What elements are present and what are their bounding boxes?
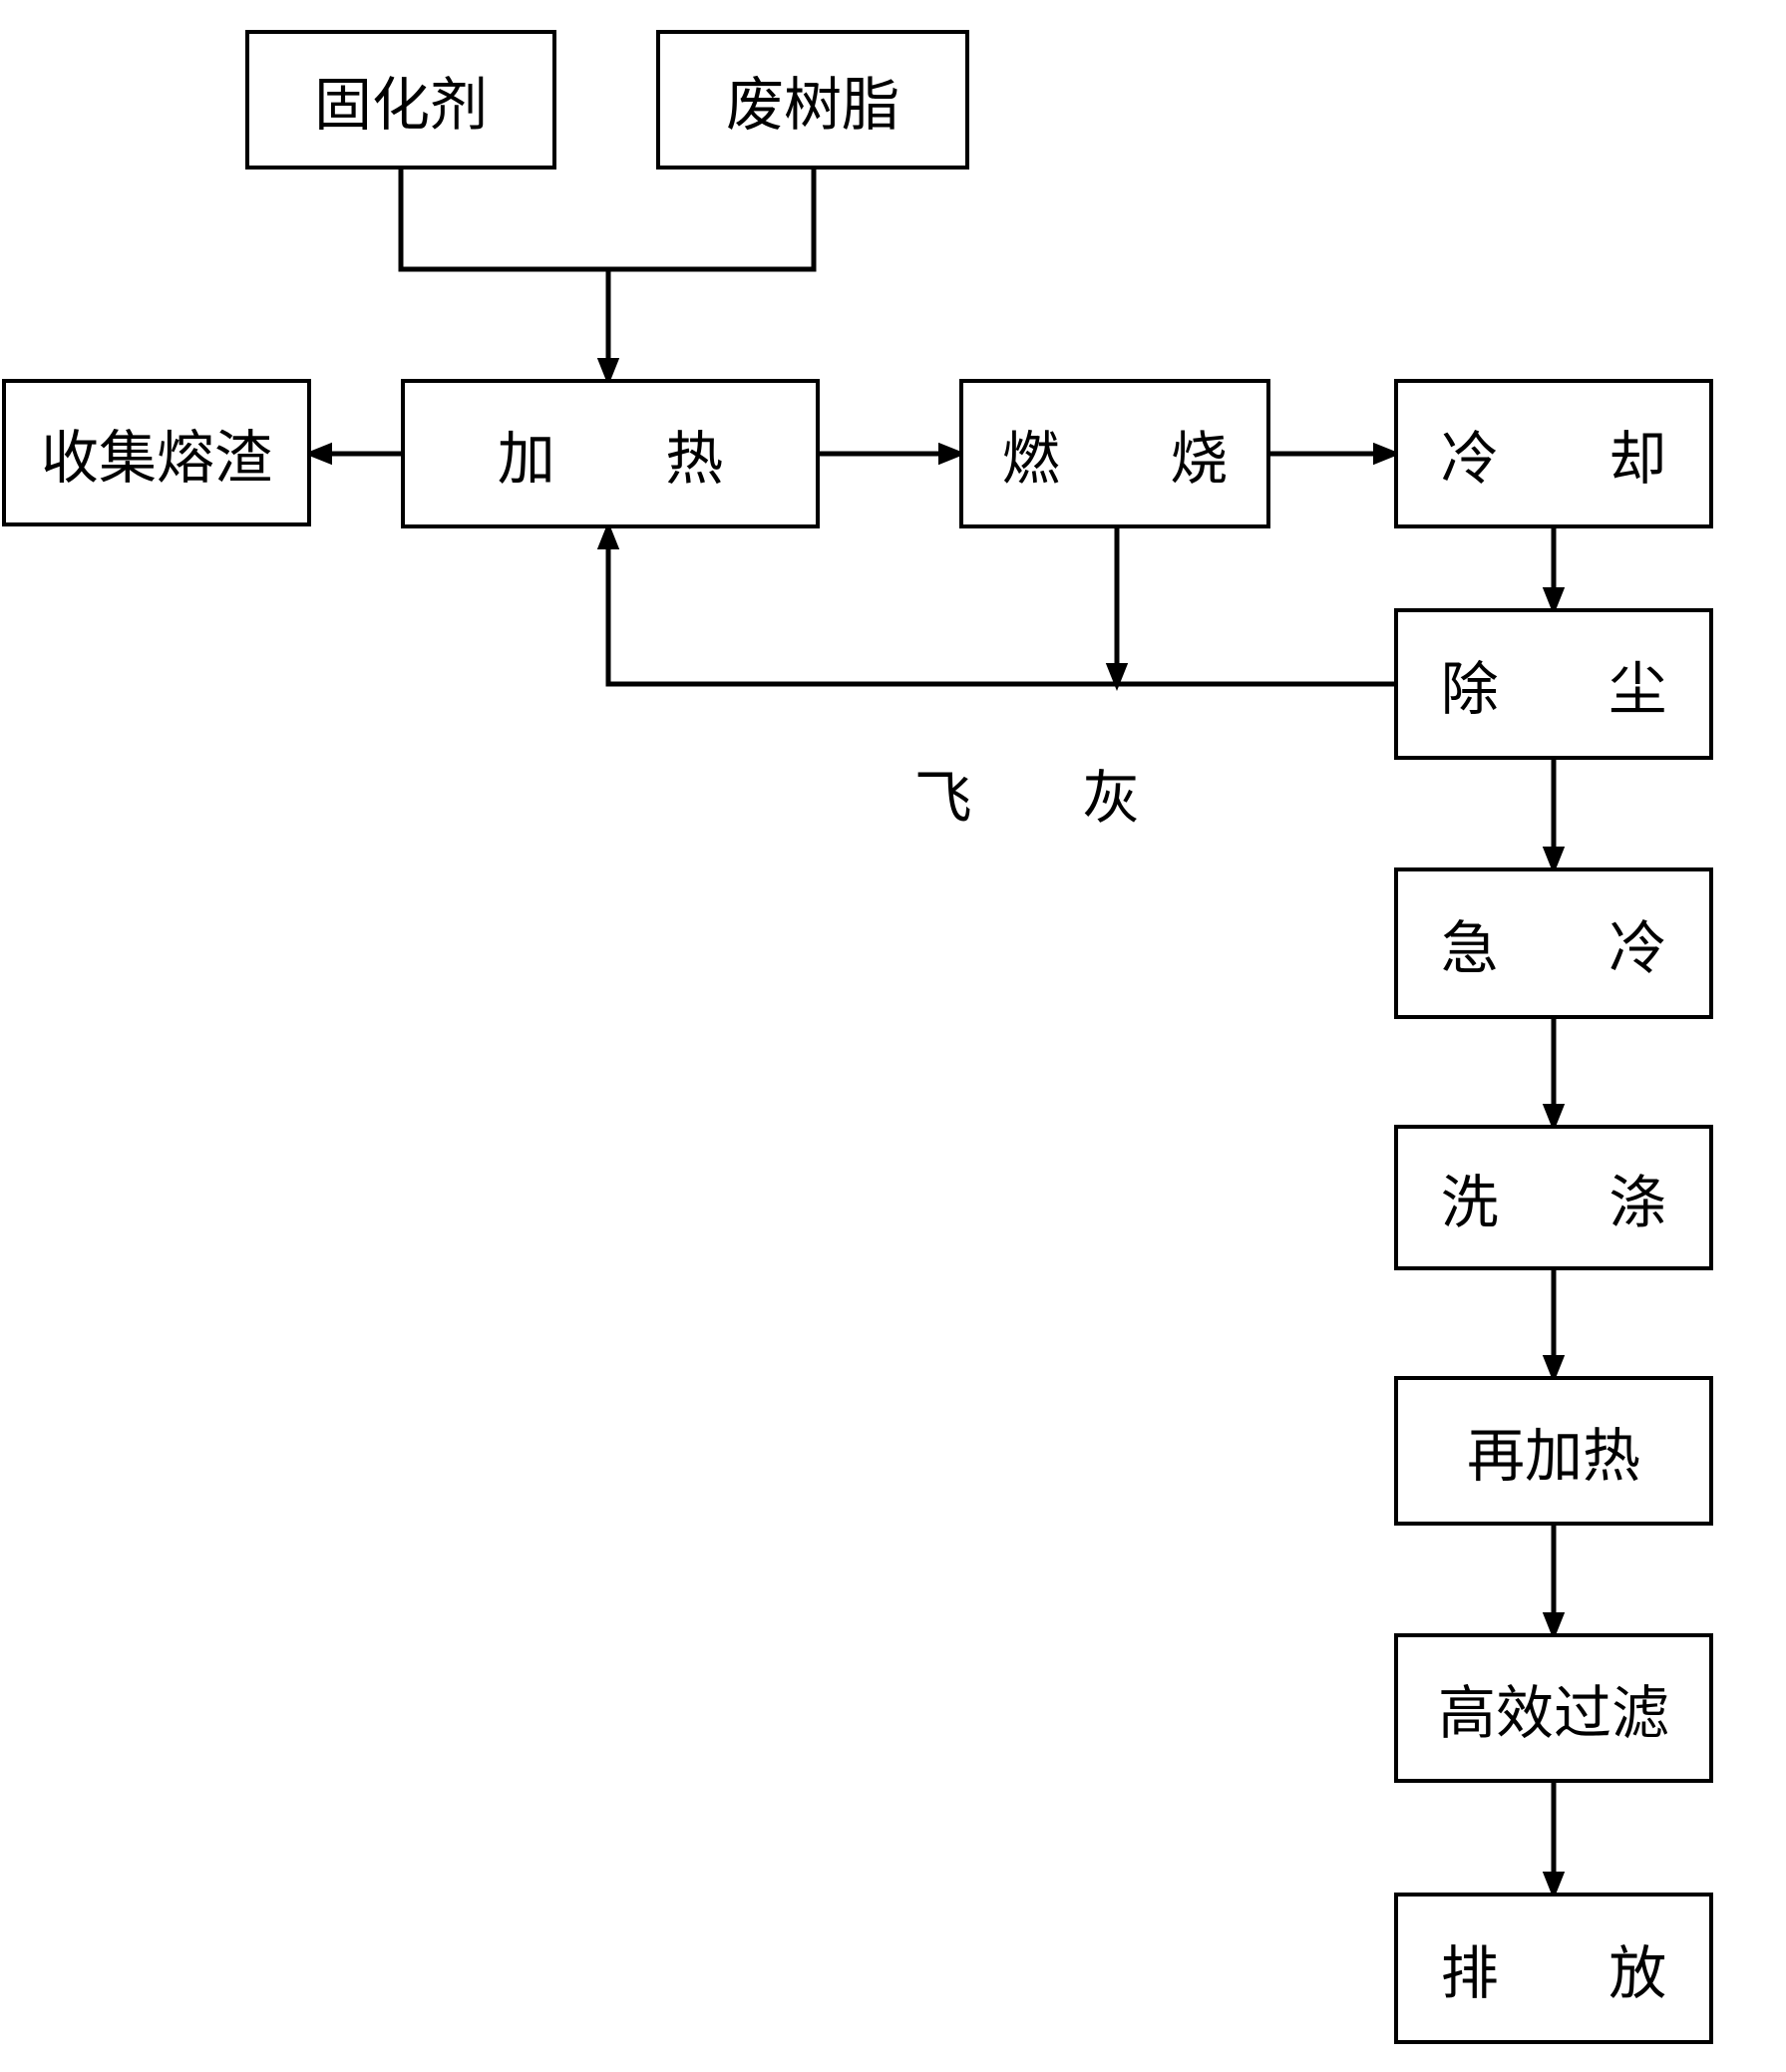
node-label-waste_resin: 废树脂	[726, 58, 899, 142]
node-dust_removal: 除 尘	[1394, 608, 1713, 760]
node-curing_agent: 固化剂	[245, 30, 556, 170]
node-discharge: 排 放	[1394, 1893, 1713, 2044]
node-hepa: 高效过滤	[1394, 1633, 1713, 1783]
node-label-hepa: 高效过滤	[1438, 1666, 1669, 1750]
label-fly_ash: 飞 灰	[897, 758, 1157, 828]
node-label-reheat: 再加热	[1467, 1409, 1640, 1493]
label-text-fly_ash: 飞 灰	[914, 751, 1189, 835]
node-quench: 急 冷	[1394, 867, 1713, 1019]
node-cooling: 冷 却	[1394, 379, 1713, 528]
node-label-heating: 加 热	[498, 412, 772, 496]
edge-0	[401, 170, 814, 269]
node-label-cooling: 冷 却	[1441, 412, 1715, 496]
node-label-washing: 洗 涤	[1441, 1156, 1715, 1239]
node-waste_resin: 废树脂	[656, 30, 969, 170]
node-washing: 洗 涤	[1394, 1125, 1713, 1270]
node-label-combustion: 燃 烧	[1002, 412, 1276, 496]
node-label-quench: 急 冷	[1441, 901, 1715, 985]
node-label-curing_agent: 固化剂	[314, 58, 488, 142]
node-label-dust_removal: 除 尘	[1441, 642, 1715, 726]
edge-7	[608, 528, 1394, 684]
node-collect_slag: 收集熔渣	[2, 379, 311, 526]
node-label-collect_slag: 收集熔渣	[41, 411, 272, 495]
node-label-discharge: 排 放	[1441, 1926, 1715, 2010]
node-combustion: 燃 烧	[959, 379, 1270, 528]
node-reheat: 再加热	[1394, 1376, 1713, 1526]
node-heating: 加 热	[401, 379, 820, 528]
